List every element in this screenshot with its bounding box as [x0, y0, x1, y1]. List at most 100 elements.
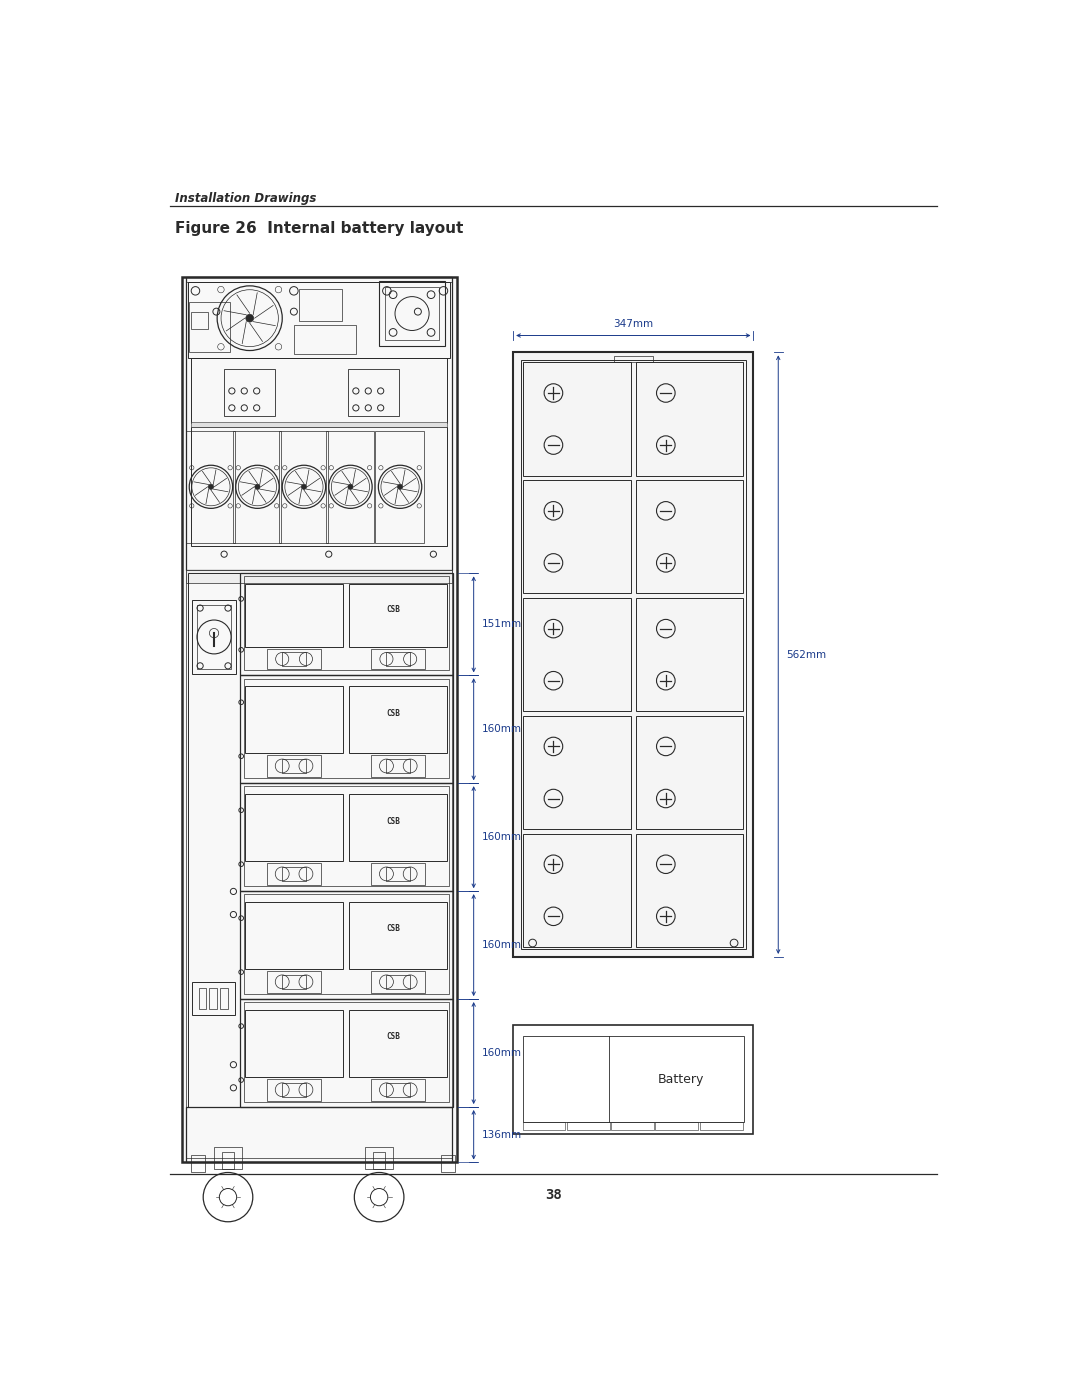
Bar [365, 1147, 393, 1169]
Circle shape [208, 485, 214, 489]
Bar [636, 598, 743, 711]
Bar [299, 289, 342, 321]
Bar [192, 601, 235, 673]
Bar [245, 902, 343, 970]
Bar [373, 1151, 386, 1169]
Bar [523, 1122, 565, 1130]
Circle shape [246, 314, 254, 323]
Text: 38: 38 [545, 1187, 562, 1201]
Text: CSB: CSB [387, 925, 400, 933]
Bar [349, 902, 447, 970]
Bar [513, 1024, 754, 1134]
Bar [240, 573, 453, 675]
Bar [349, 793, 447, 861]
Bar [232, 432, 282, 542]
Bar [267, 1078, 321, 1101]
Text: CSB: CSB [387, 605, 400, 613]
Bar [282, 652, 306, 665]
Bar [243, 1002, 449, 1102]
Bar [191, 427, 447, 546]
Bar [245, 1010, 343, 1077]
Bar [245, 686, 343, 753]
Circle shape [397, 485, 403, 489]
Bar [181, 277, 457, 1162]
Text: 160mm: 160mm [482, 1048, 522, 1058]
Text: Figure 26  Internal battery layout: Figure 26 Internal battery layout [175, 221, 463, 236]
Bar [267, 971, 321, 993]
Bar [375, 432, 424, 542]
Bar [267, 863, 321, 884]
Bar [294, 324, 356, 353]
Bar [700, 1122, 743, 1130]
Bar [192, 982, 235, 1014]
Bar [240, 999, 453, 1106]
Text: 160mm: 160mm [482, 833, 522, 842]
Bar [387, 868, 410, 880]
Bar [372, 863, 426, 884]
Text: CSB: CSB [387, 1032, 400, 1041]
Bar [243, 577, 449, 671]
Text: 562mm: 562mm [786, 650, 826, 659]
Bar [387, 975, 410, 989]
Bar [524, 715, 631, 828]
Bar [199, 988, 206, 1009]
Bar [636, 834, 743, 947]
Bar [613, 355, 652, 362]
Bar [372, 1078, 426, 1101]
Bar [186, 282, 451, 1158]
Bar [220, 988, 228, 1009]
Bar [191, 312, 207, 328]
Bar [214, 1147, 242, 1169]
Bar [379, 281, 445, 346]
Bar [349, 584, 447, 647]
Bar [372, 971, 426, 993]
Bar [636, 362, 743, 475]
Bar [387, 652, 410, 665]
Bar [221, 1151, 234, 1169]
Bar [186, 277, 451, 570]
Bar [326, 432, 375, 542]
Bar [372, 756, 426, 777]
Bar [282, 1083, 306, 1097]
Bar [243, 679, 449, 778]
Text: 160mm: 160mm [482, 724, 522, 735]
Bar [189, 302, 230, 352]
Bar [524, 598, 631, 711]
Bar [282, 975, 306, 989]
Circle shape [255, 485, 260, 489]
Bar [191, 358, 447, 423]
Text: 136mm: 136mm [482, 1130, 522, 1140]
Bar [349, 686, 447, 753]
Bar [636, 715, 743, 828]
Bar [197, 605, 231, 669]
Bar [188, 282, 450, 358]
Text: Installation Drawings: Installation Drawings [175, 193, 316, 205]
Bar [243, 894, 449, 993]
Circle shape [301, 485, 307, 489]
Bar [282, 759, 306, 773]
Bar [348, 369, 399, 415]
Bar [267, 756, 321, 777]
Bar [245, 584, 343, 647]
Bar [349, 1010, 447, 1077]
Bar [191, 422, 447, 427]
Bar [636, 481, 743, 594]
Bar [279, 432, 328, 542]
Bar [524, 362, 631, 475]
Bar [386, 286, 438, 339]
Bar [210, 988, 217, 1009]
Bar [567, 1122, 609, 1130]
Bar [243, 787, 449, 886]
Bar [372, 648, 426, 669]
Bar [524, 481, 631, 594]
Bar [441, 1155, 455, 1172]
Bar [191, 1155, 205, 1172]
Bar [240, 891, 453, 999]
Text: CSB: CSB [387, 816, 400, 826]
Bar [524, 834, 631, 947]
Bar [267, 648, 321, 669]
Bar [225, 369, 274, 415]
Bar [611, 1122, 654, 1130]
Bar [186, 432, 235, 542]
Bar [521, 360, 745, 949]
